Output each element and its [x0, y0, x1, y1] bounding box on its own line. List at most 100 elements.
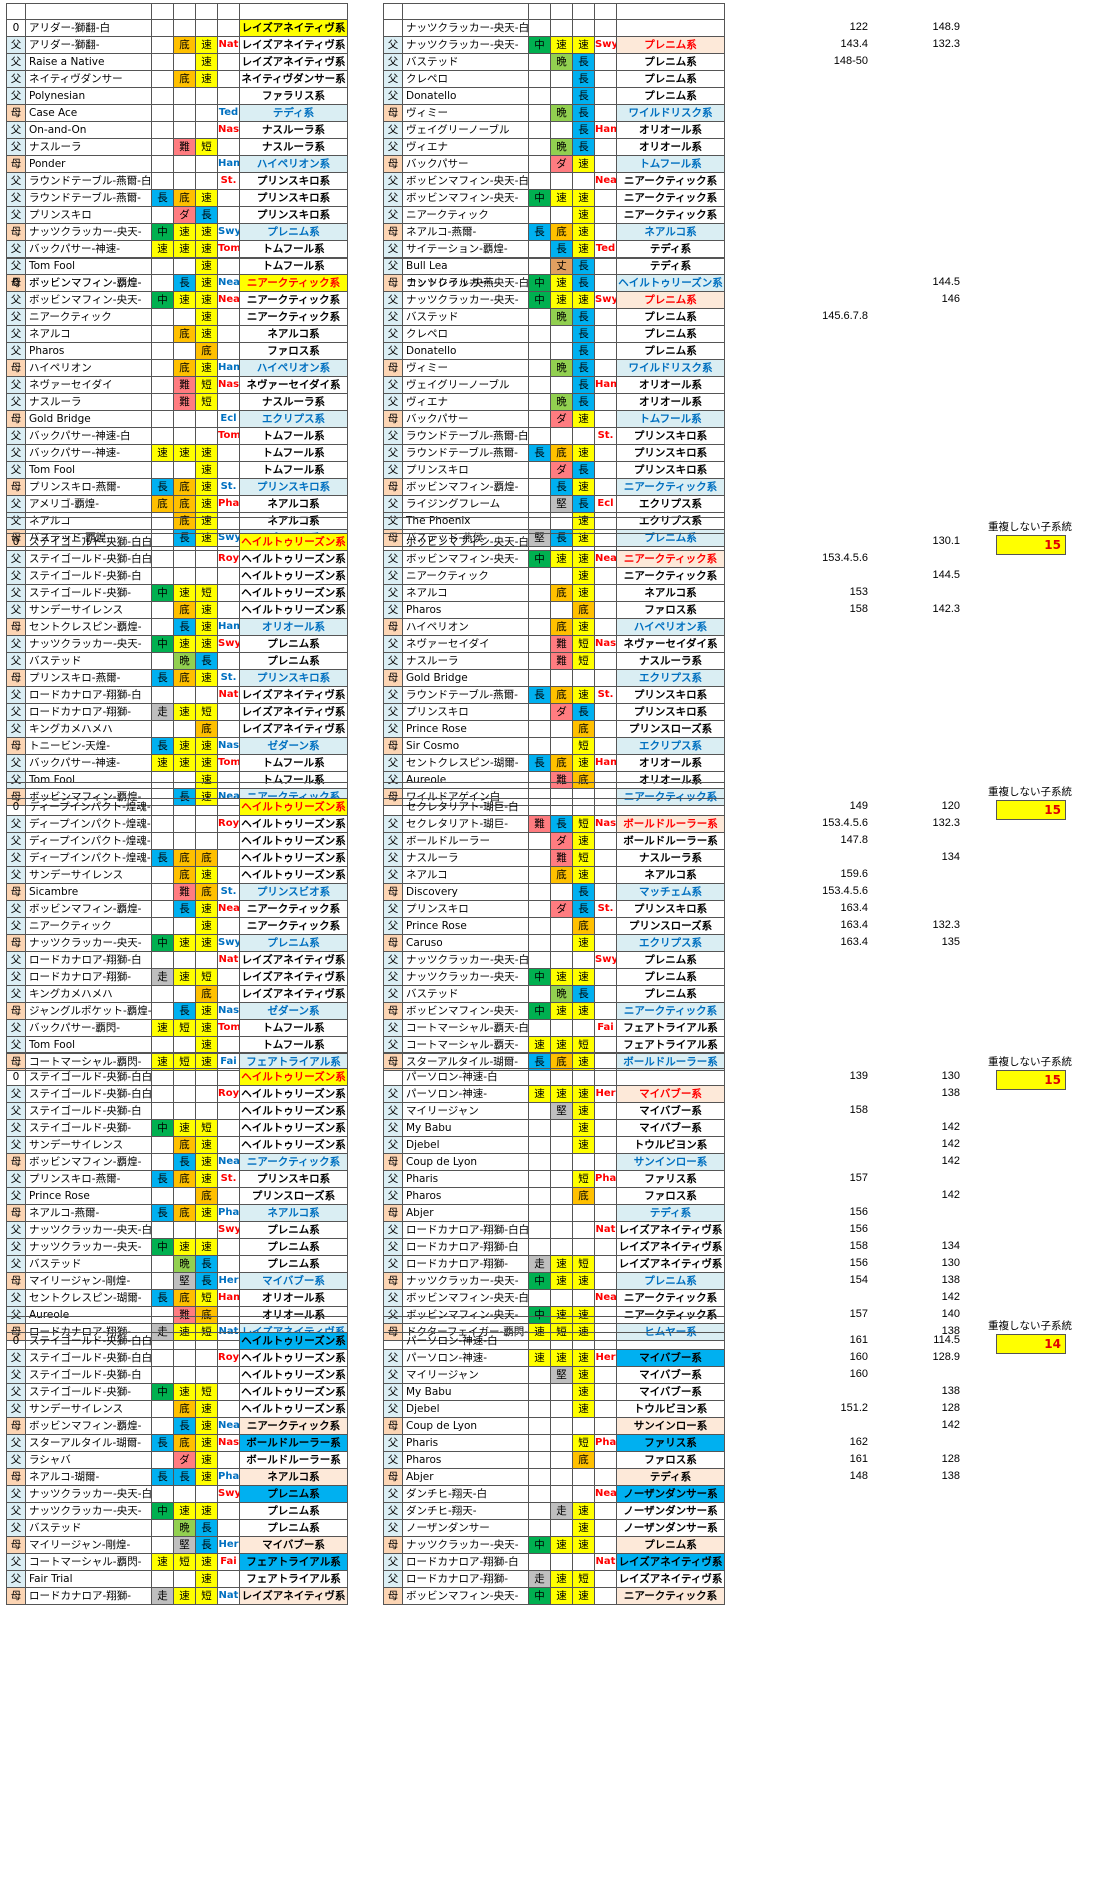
line-name: プリンスビオ系 — [240, 884, 348, 901]
aptitude-tag-1 — [529, 54, 551, 71]
position-label: 父 — [6, 602, 26, 619]
unique-substrain-label: 重複しない子系統 — [988, 786, 1072, 798]
aptitude-tag-1 — [152, 816, 174, 833]
header-cell — [152, 1316, 174, 1333]
paternal-row: 母 Gold Bridge Ecl エクリプス系 — [6, 411, 348, 428]
line-abbr — [218, 1367, 240, 1384]
line-abbr: Nea — [218, 901, 240, 918]
horse-name: ボッビンマフィン-央天- — [403, 190, 529, 207]
paternal-row: 母プリンスキロ-燕爾- 長底速 St. プリンスキロ系 — [6, 670, 348, 687]
aptitude-tag-3: 速 — [573, 755, 595, 772]
aptitude-tag-1 — [152, 1537, 174, 1554]
aptitude-tag-3: 短 — [196, 585, 218, 602]
note-value: 156 — [849, 1257, 868, 1269]
aptitude-tag-1 — [529, 275, 551, 292]
aptitude-tag-3: 速 — [573, 833, 595, 850]
note-value: 157 — [849, 1308, 868, 1320]
note-value: 130.1 — [932, 535, 960, 547]
line-name: トムフール系 — [240, 241, 348, 258]
position-label: 父 — [6, 326, 26, 343]
maternal-row: 父 Pharis 短 Pha ファリス系 — [383, 1171, 725, 1188]
line-abbr — [218, 462, 240, 479]
position-label: 父 — [383, 445, 403, 462]
line-abbr — [218, 1333, 240, 1350]
position-label: 父 — [6, 241, 26, 258]
line-name: トムフール系 — [240, 1037, 348, 1054]
aptitude-tag-2 — [174, 343, 196, 360]
aptitude-tag-2 — [551, 1520, 573, 1537]
aptitude-tag-2 — [174, 1350, 196, 1367]
horse-name: ナッツクラッカー-央天- — [403, 292, 529, 309]
position-label: 父 — [383, 901, 403, 918]
horse-name: パーソロン-神速- — [403, 1350, 529, 1367]
aptitude-tag-1: 中 — [152, 636, 174, 653]
aptitude-tag-1 — [529, 207, 551, 224]
aptitude-tag-2: 堅 — [551, 1367, 573, 1384]
aptitude-tag-1 — [152, 1086, 174, 1103]
position-label: 父 — [6, 585, 26, 602]
line-abbr: Nea — [595, 551, 617, 568]
aptitude-tag-3: 長 — [573, 704, 595, 721]
line-name: ヘイルトゥリーズン系 — [617, 275, 725, 292]
line-name: ナスルーラ系 — [240, 139, 348, 156]
header-cell — [595, 1052, 617, 1069]
aptitude-tag-1 — [529, 1188, 551, 1205]
aptitude-tag-3 — [196, 1069, 218, 1086]
aptitude-tag-1 — [152, 326, 174, 343]
aptitude-tag-3: 速 — [573, 224, 595, 241]
aptitude-tag-3: 速 — [196, 326, 218, 343]
aptitude-tag-3: 速 — [196, 1171, 218, 1188]
horse-name: ニアークティック — [403, 207, 529, 224]
paternal-title — [26, 782, 152, 799]
position-label: 父 — [383, 1307, 403, 1324]
aptitude-tag-3 — [196, 1333, 218, 1350]
position-label: 父 — [6, 292, 26, 309]
line-abbr: Nat — [218, 37, 240, 54]
line-abbr: Roy — [218, 1350, 240, 1367]
position-label: 父 — [383, 1137, 403, 1154]
horse-name: Discovery — [403, 884, 529, 901]
line-abbr — [595, 867, 617, 884]
aptitude-tag-1: 中 — [152, 1120, 174, 1137]
aptitude-tag-3: 速 — [196, 445, 218, 462]
maternal-title — [403, 1316, 529, 1333]
line-name: ニアークティック系 — [240, 918, 348, 935]
header-cell — [573, 258, 595, 275]
horse-name: トニービン-天煌- — [26, 738, 152, 755]
line-abbr — [595, 156, 617, 173]
header-cell — [174, 1052, 196, 1069]
paternal-row: 父アリダー-獅翻- 底速 Nat レイズアネイティヴ系 — [6, 37, 348, 54]
aptitude-tag-1 — [152, 105, 174, 122]
aptitude-tag-1 — [152, 360, 174, 377]
line-name: ヘイルトゥリーズン系 — [240, 551, 348, 568]
horse-name: クレペロ — [403, 326, 529, 343]
line-abbr: Swy — [218, 224, 240, 241]
line-abbr: Pha — [218, 1205, 240, 1222]
line-abbr — [595, 1452, 617, 1469]
position-label: 父 — [383, 71, 403, 88]
line-abbr — [595, 1069, 617, 1086]
line-name: プレニム系 — [617, 1537, 725, 1554]
horse-name: ネアルコ — [403, 867, 529, 884]
paternal-row: 父アメリゴ-覇煌- 底底速 Pha ネアルコ系 — [6, 496, 348, 513]
aptitude-tag-3: 長 — [573, 309, 595, 326]
maternal-row: セクレタリアト-瑚巨-白 — [383, 799, 725, 816]
maternal-row: 父パーソロン-神速- 速速速 Her マイバブー系 — [383, 1350, 725, 1367]
line-name: プレニム系 — [617, 309, 725, 326]
horse-name: Djebel — [403, 1137, 529, 1154]
aptitude-tag-1 — [152, 71, 174, 88]
header-cell — [240, 782, 348, 799]
line-abbr: Roy — [218, 816, 240, 833]
aptitude-tag-2 — [551, 173, 573, 190]
note-value: 159.6 — [840, 868, 868, 880]
aptitude-tag-3: 速 — [196, 292, 218, 309]
paternal-row: 父ラウンドテーブル-燕爾-白 St. プリンスキロ系 — [6, 173, 348, 190]
line-name: ゼダーン系 — [240, 738, 348, 755]
horse-name: ボッビンマフィン-覇煌- — [26, 901, 152, 918]
note-value: 153 — [849, 586, 868, 598]
line-name: ネヴァーセイダイ系 — [240, 377, 348, 394]
line-name: オリオール系 — [617, 394, 725, 411]
line-abbr: Pha — [218, 496, 240, 513]
aptitude-tag-3: 短 — [573, 1571, 595, 1588]
aptitude-tag-2: 底 — [174, 867, 196, 884]
